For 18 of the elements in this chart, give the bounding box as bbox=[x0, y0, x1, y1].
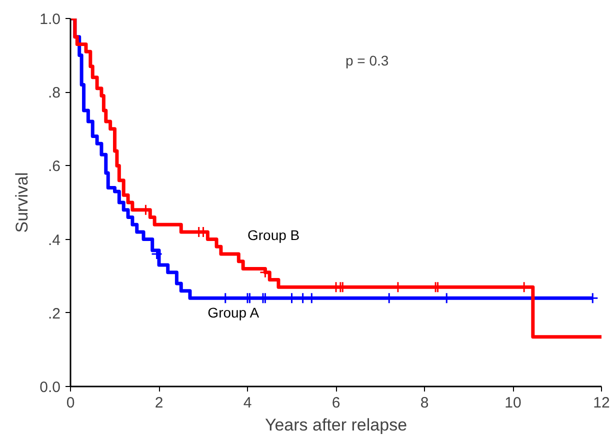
y-tick-label: .6 bbox=[48, 158, 61, 176]
x-tick-label: 8 bbox=[420, 394, 429, 412]
x-tick-label: 10 bbox=[504, 394, 522, 412]
series-label: Group A bbox=[208, 304, 260, 320]
x-tick-label: 4 bbox=[243, 394, 252, 412]
y-tick-label: .8 bbox=[48, 84, 61, 102]
x-axis-title: Years after relapse bbox=[264, 416, 408, 434]
x-tick-label: 12 bbox=[593, 394, 610, 412]
annotation: p = 0.3 bbox=[346, 52, 389, 68]
x-tick-label: 2 bbox=[154, 394, 164, 412]
y-tick-label: .2 bbox=[48, 305, 61, 322]
x-tick-label: 6 bbox=[332, 394, 340, 412]
y-tick-label: 1.0 bbox=[40, 11, 61, 28]
y-axis-title: Survival bbox=[12, 172, 32, 233]
y-tick-label: .4 bbox=[48, 232, 61, 249]
y-tick-label: 0.0 bbox=[40, 379, 61, 396]
x-tick-label: 0 bbox=[66, 394, 75, 412]
series-label: Group B bbox=[248, 226, 300, 243]
